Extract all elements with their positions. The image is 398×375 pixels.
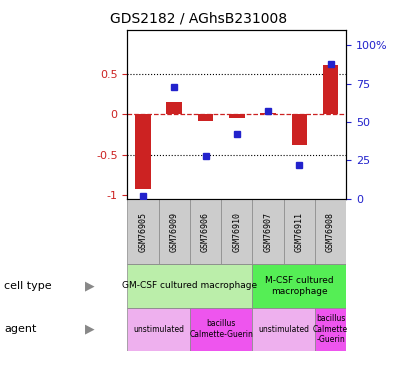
Bar [291, 114, 307, 145]
Bar [127, 308, 190, 351]
Text: unstimulated: unstimulated [258, 324, 309, 334]
Text: GM-CSF cultured macrophage: GM-CSF cultured macrophage [122, 281, 258, 290]
Text: bacillus
Calmette-Guerin: bacillus Calmette-Guerin [189, 320, 253, 339]
Bar [166, 102, 182, 114]
Bar [127, 199, 158, 264]
Text: GDS2182 / AGhsB231008: GDS2182 / AGhsB231008 [110, 11, 288, 25]
Bar [229, 114, 245, 118]
Bar [260, 113, 276, 114]
Bar [127, 264, 252, 308]
Text: GSM76911: GSM76911 [295, 211, 304, 252]
Text: GSM76910: GSM76910 [232, 211, 241, 252]
Text: GSM76908: GSM76908 [326, 211, 335, 252]
Bar [284, 199, 315, 264]
Text: ▶: ▶ [85, 322, 94, 336]
Text: agent: agent [4, 324, 36, 334]
Bar [190, 199, 221, 264]
Text: cell type: cell type [4, 281, 52, 291]
Bar [252, 199, 284, 264]
Bar [252, 308, 315, 351]
Text: ▶: ▶ [85, 279, 94, 292]
Bar [315, 199, 346, 264]
Text: GSM76905: GSM76905 [139, 211, 148, 252]
Text: unstimulated: unstimulated [133, 324, 184, 334]
Bar [135, 114, 151, 189]
Text: GSM76907: GSM76907 [263, 211, 273, 252]
Text: M-CSF cultured
macrophage: M-CSF cultured macrophage [265, 276, 334, 296]
Text: GSM76909: GSM76909 [170, 211, 179, 252]
Text: bacillus
Calmette
-Guerin: bacillus Calmette -Guerin [313, 314, 348, 344]
Bar [323, 64, 338, 114]
Text: GSM76906: GSM76906 [201, 211, 210, 252]
Bar [159, 199, 190, 264]
Bar [315, 308, 346, 351]
Bar [198, 114, 213, 121]
Bar [221, 199, 252, 264]
Bar [252, 264, 346, 308]
Bar [190, 308, 252, 351]
